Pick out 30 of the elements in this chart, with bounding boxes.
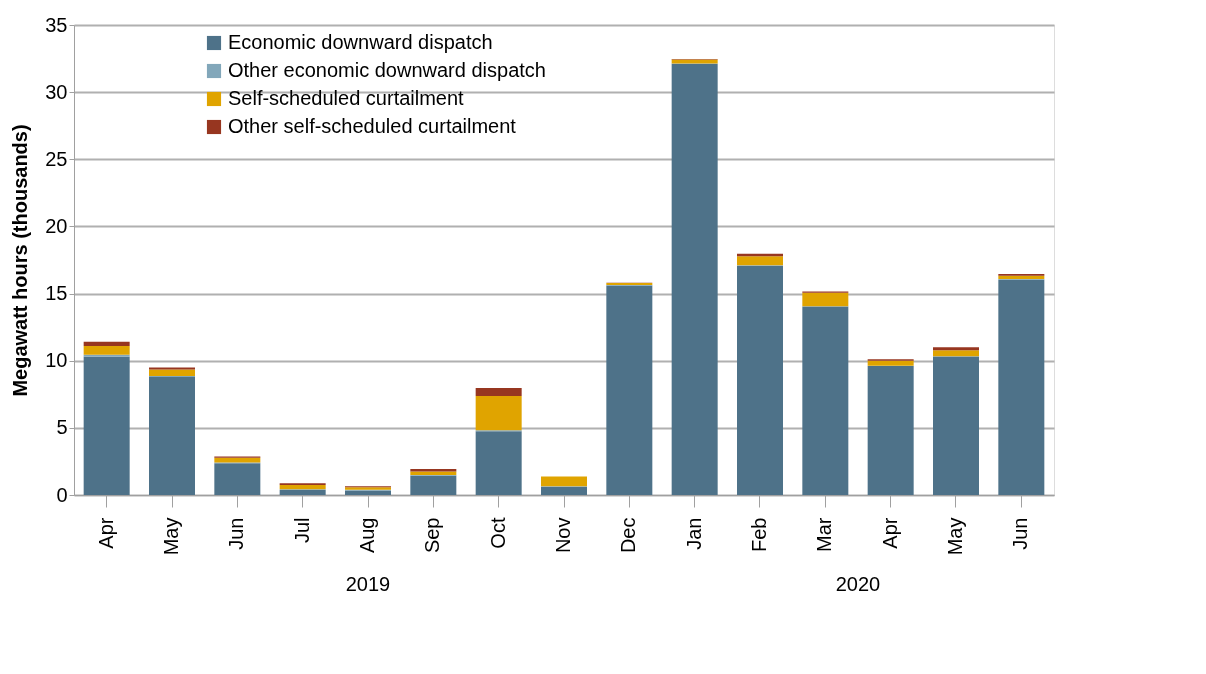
y-tick-label: 15	[45, 282, 68, 305]
x-tick-label: Jan	[682, 517, 705, 550]
y-tick-label: 35	[45, 13, 68, 36]
y-tick-label: 5	[56, 416, 68, 439]
x-tick-label: Oct	[486, 517, 509, 549]
x-tick-label: Jun	[1009, 517, 1032, 550]
x-tick-label: Apr	[878, 517, 901, 549]
legend-label: Economic downward dispatch	[228, 31, 493, 53]
text: 2020	[835, 573, 881, 595]
x-tick-label: Feb	[748, 517, 770, 552]
y-tick-label: 20	[45, 214, 68, 237]
x-tick-label: Aug	[356, 517, 378, 554]
x-tick-label: Sep	[421, 517, 444, 554]
legend-label: Other self-scheduled curtailment	[228, 115, 517, 137]
x-tick-label: Nov	[552, 517, 574, 554]
x-tick-label: Mar	[813, 517, 836, 552]
x-tick-label: May	[944, 517, 966, 556]
x-tick-label: Jul	[290, 517, 313, 544]
y-tick-label: 30	[45, 80, 68, 103]
y-axis-title: Megawatt hours (thousands)	[9, 124, 32, 397]
x-tick-label: May	[160, 517, 182, 556]
text: 2019	[345, 573, 391, 595]
y-tick-label: 10	[45, 349, 68, 372]
x-tick-label: Dec	[617, 517, 640, 554]
legend-label: Other economic downward dispatch	[228, 59, 546, 81]
x-tick-label: Apr	[94, 517, 117, 549]
y-tick-label: 25	[45, 147, 68, 170]
x-tick-label: Jun	[225, 517, 248, 550]
legend-label: Self-scheduled curtailment	[228, 87, 465, 109]
y-tick-label: 0	[56, 483, 68, 506]
